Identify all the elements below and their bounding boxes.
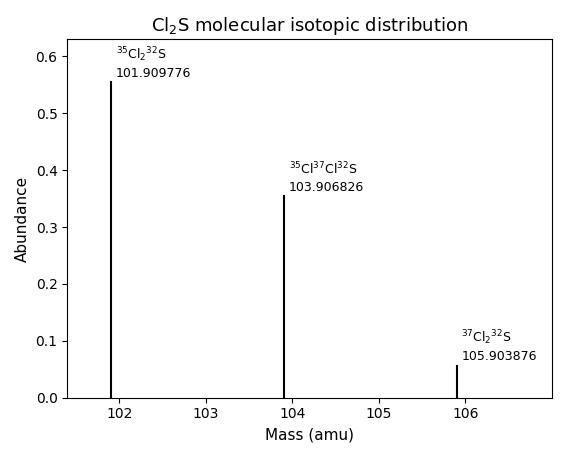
Title: Cl$_2$S molecular isotopic distribution: Cl$_2$S molecular isotopic distribution <box>151 15 468 37</box>
Y-axis label: Abundance: Abundance <box>15 175 30 261</box>
Text: $^{35}$Cl$^{37}$Cl$^{32}$S
103.906826: $^{35}$Cl$^{37}$Cl$^{32}$S 103.906826 <box>289 161 364 194</box>
X-axis label: Mass (amu): Mass (amu) <box>265 427 354 442</box>
Text: $^{35}$Cl$_2$$^{32}$S
101.909776: $^{35}$Cl$_2$$^{32}$S 101.909776 <box>116 45 191 80</box>
Text: $^{37}$Cl$_2$$^{32}$S
105.903876: $^{37}$Cl$_2$$^{32}$S 105.903876 <box>462 329 537 363</box>
